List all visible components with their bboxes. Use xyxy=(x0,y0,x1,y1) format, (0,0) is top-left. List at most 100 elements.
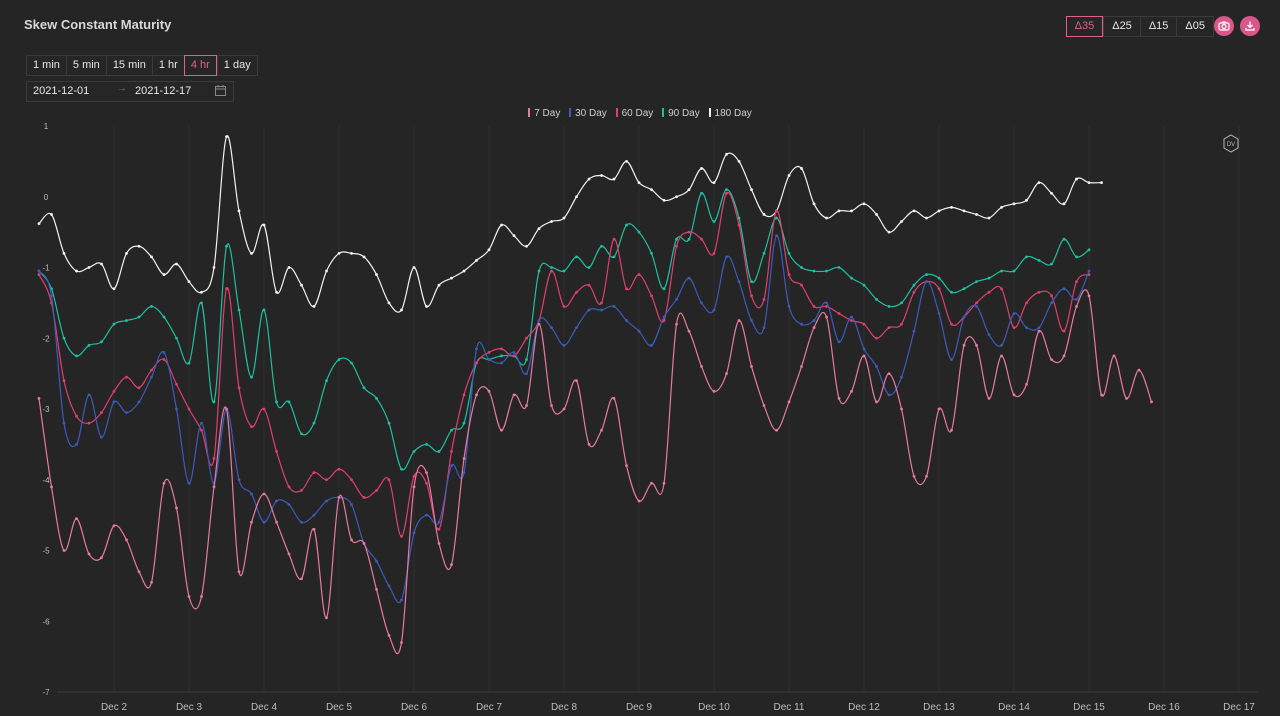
interval-5min-button[interactable]: 5 min xyxy=(65,55,106,76)
data-point-60-day xyxy=(512,354,516,358)
data-point-30-day xyxy=(862,347,866,351)
calendar-icon[interactable] xyxy=(215,85,226,96)
x-tick-label: Dec 4 xyxy=(251,702,278,713)
data-point-90-day xyxy=(912,283,916,287)
legend-item-180day[interactable]: 180 Day xyxy=(708,108,752,119)
data-point-60-day xyxy=(650,294,653,298)
data-point-90-day xyxy=(612,255,616,259)
data-point-30-day xyxy=(625,319,628,322)
data-point-180-day xyxy=(62,251,66,255)
chart-title: Skew Constant Maturity xyxy=(24,17,172,32)
y-tick-label: 1 xyxy=(44,122,49,131)
data-point-30-day xyxy=(325,499,328,503)
data-point-30-day xyxy=(587,308,591,312)
screenshot-button[interactable] xyxy=(1214,16,1234,36)
data-point-180-day xyxy=(500,223,503,227)
data-point-90-day xyxy=(137,315,141,319)
data-point-7-day xyxy=(987,396,991,400)
data-point-60-day xyxy=(362,496,366,499)
date-end-input[interactable]: 2021-12-17 xyxy=(135,85,192,97)
data-point-180-day xyxy=(487,248,491,252)
data-point-90-day xyxy=(575,255,578,259)
data-point-7-day xyxy=(1037,329,1041,333)
data-point-30-day xyxy=(612,305,616,308)
data-point-180-day xyxy=(512,234,516,238)
data-point-60-day xyxy=(462,393,466,397)
data-point-7-day xyxy=(875,400,878,404)
data-point-7-day xyxy=(900,407,903,411)
data-point-7-day xyxy=(637,499,641,503)
data-point-90-day xyxy=(62,336,66,340)
data-point-180-day xyxy=(987,216,991,220)
legend-item-30day[interactable]: 30 Day xyxy=(569,108,607,119)
delta-35-button[interactable]: Δ35 xyxy=(1065,16,1104,37)
data-point-90-day xyxy=(700,191,703,195)
data-point-30-day xyxy=(1000,343,1003,347)
data-point-180-day xyxy=(375,273,378,276)
data-point-30-day xyxy=(487,358,491,361)
data-point-7-day xyxy=(1050,358,1053,361)
data-point-30-day xyxy=(987,333,991,337)
date-start-input[interactable]: 2021-12-01 xyxy=(33,85,90,97)
data-point-60-day xyxy=(675,244,678,248)
data-point-180-day xyxy=(812,202,816,206)
data-point-90-day xyxy=(100,340,103,344)
data-point-90-day xyxy=(225,244,228,248)
data-point-90-day xyxy=(1087,248,1091,252)
data-point-30-day xyxy=(37,269,41,273)
data-point-7-day xyxy=(362,542,366,545)
data-point-60-day xyxy=(525,336,528,340)
data-point-30-day xyxy=(962,315,966,319)
data-point-30-day xyxy=(475,347,478,351)
data-point-90-day xyxy=(712,220,716,223)
data-point-180-day xyxy=(1062,202,1066,206)
delta-05-button[interactable]: Δ05 xyxy=(1176,16,1214,37)
data-point-60-day xyxy=(350,478,353,482)
data-point-180-day xyxy=(287,266,291,269)
data-point-30-day xyxy=(837,340,841,344)
legend-item-90day[interactable]: 90 Day xyxy=(662,108,700,119)
interval-1min-button[interactable]: 1 min xyxy=(26,55,66,76)
legend-item-60day[interactable]: 60 Day xyxy=(615,108,653,119)
data-point-90-day xyxy=(650,251,653,255)
data-point-90-day xyxy=(75,354,78,358)
data-point-60-day xyxy=(775,209,778,213)
data-point-7-day xyxy=(600,428,603,432)
delta-25-button[interactable]: Δ25 xyxy=(1103,16,1140,37)
data-point-30-day xyxy=(1075,297,1078,301)
data-point-30-day xyxy=(662,315,666,319)
data-point-30-day xyxy=(875,365,878,368)
data-point-90-day xyxy=(675,237,678,241)
data-point-180-day xyxy=(412,266,416,269)
download-button[interactable] xyxy=(1240,16,1260,36)
interval-4hr-button[interactable]: 4 hr xyxy=(183,55,217,76)
legend-item-7day[interactable]: 7 Day xyxy=(528,108,560,119)
date-range-picker[interactable]: 2021-12-01 → 2021-12-17 xyxy=(26,81,234,102)
data-point-60-day xyxy=(950,322,953,326)
interval-15min-button[interactable]: 15 min xyxy=(105,55,152,76)
data-point-90-day xyxy=(562,269,566,273)
data-point-7-day xyxy=(937,407,941,411)
data-point-180-day xyxy=(112,287,116,291)
data-point-180-day xyxy=(762,213,766,216)
data-point-60-day xyxy=(325,478,328,482)
delta-selector: Δ35 Δ25 Δ15 Δ05 xyxy=(1065,16,1214,37)
data-point-7-day xyxy=(575,379,578,383)
data-point-60-day xyxy=(900,322,903,326)
data-point-30-day xyxy=(250,492,253,496)
delta-15-button[interactable]: Δ15 xyxy=(1139,16,1177,37)
interval-1day-button[interactable]: 1 day xyxy=(216,55,258,76)
data-point-180-day xyxy=(712,181,716,185)
data-point-60-day xyxy=(787,273,791,276)
data-point-7-day xyxy=(1112,354,1116,358)
data-point-60-day xyxy=(250,425,253,429)
data-point-30-day xyxy=(1050,301,1053,305)
data-point-7-day xyxy=(737,319,741,322)
download-icon xyxy=(1245,21,1255,31)
data-point-30-day xyxy=(400,598,403,602)
y-tick-label: -7 xyxy=(42,688,50,697)
data-point-60-day xyxy=(162,358,166,361)
interval-1hr-button[interactable]: 1 hr xyxy=(151,55,184,76)
data-point-7-day xyxy=(562,407,566,411)
data-point-30-day xyxy=(825,301,828,305)
